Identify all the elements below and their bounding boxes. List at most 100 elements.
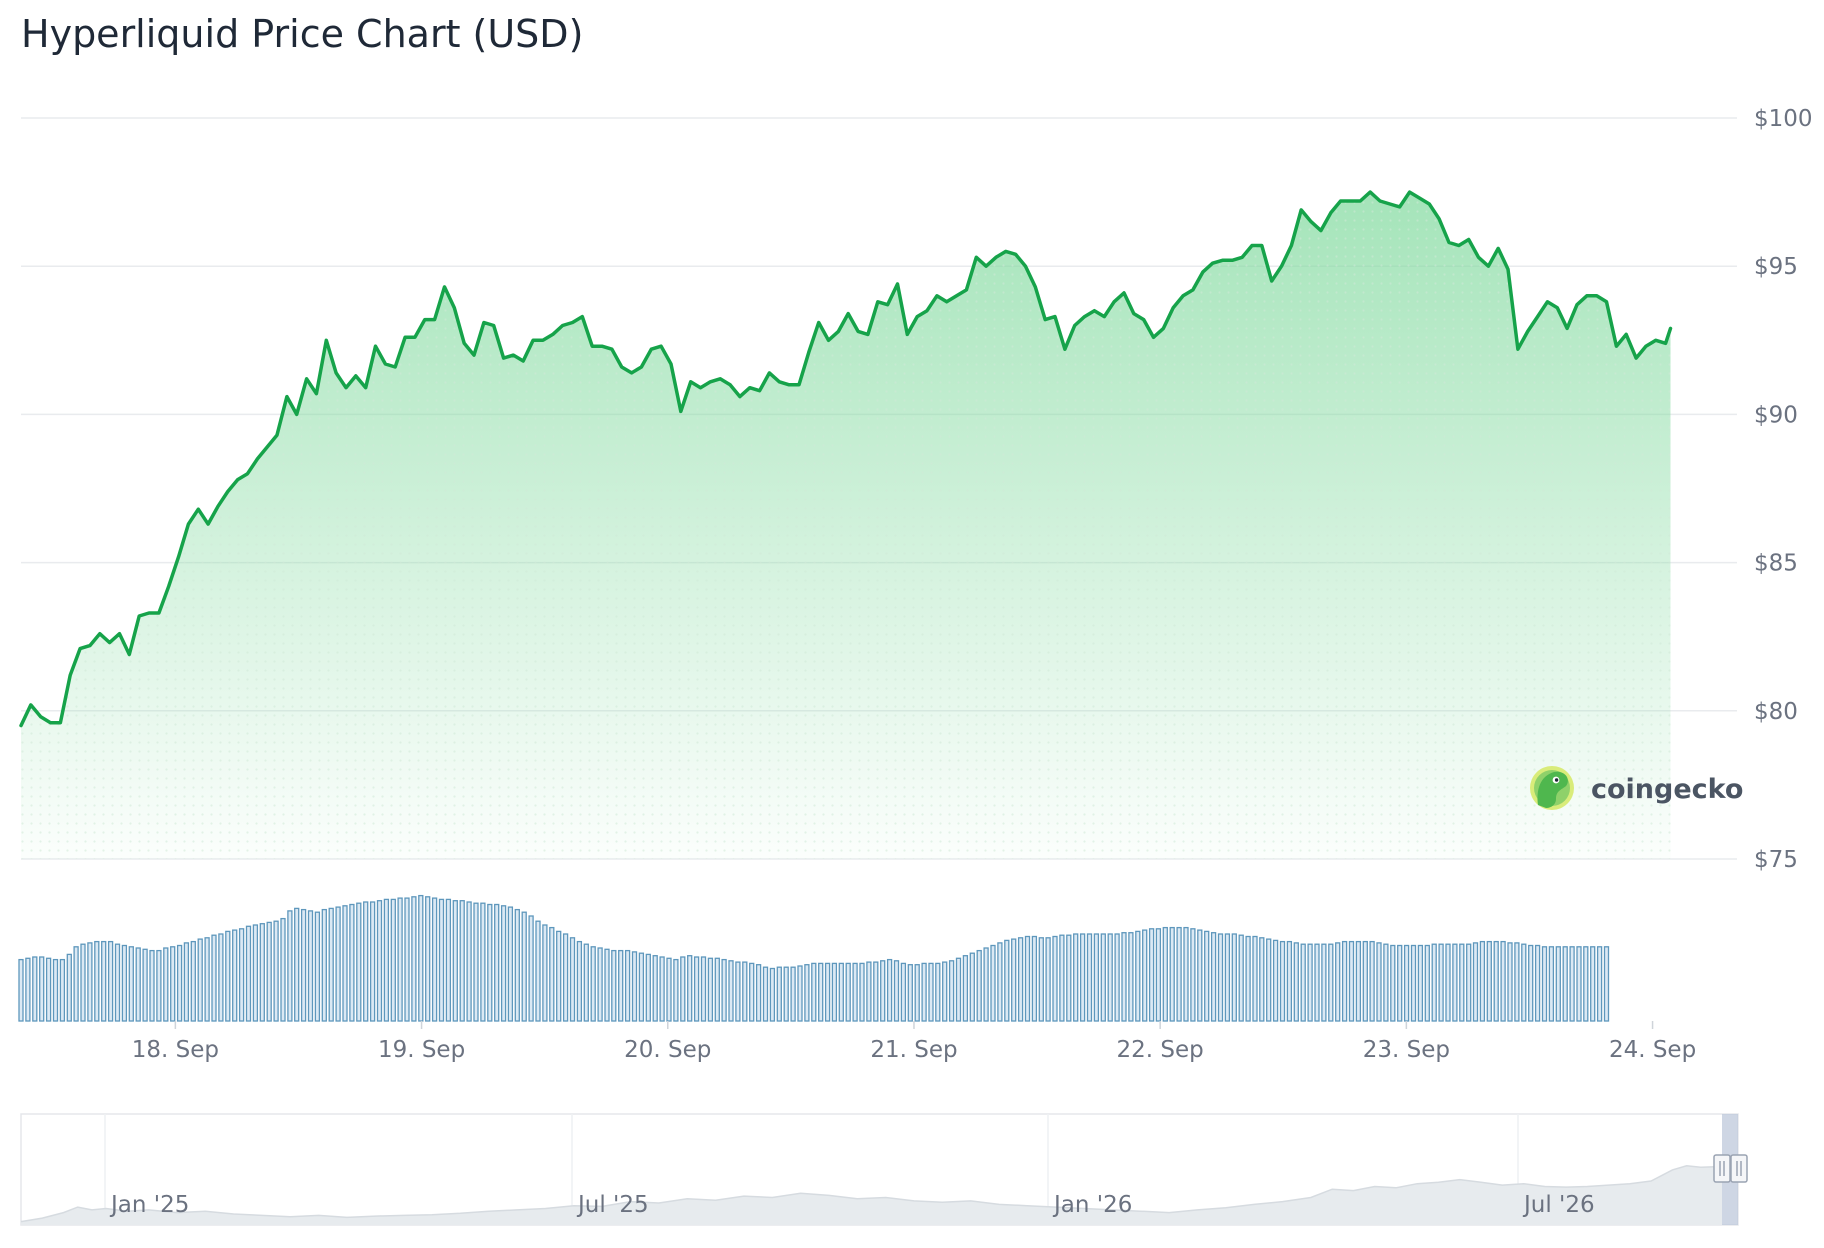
- volume-bar: [1335, 942, 1341, 1022]
- volume-bars: [18, 894, 1610, 1022]
- volume-bar: [1403, 944, 1410, 1022]
- volume-bar: [776, 966, 782, 1022]
- volume-bar: [314, 911, 321, 1022]
- volume-bar: [466, 901, 472, 1022]
- volume-bar: [1369, 940, 1375, 1022]
- volume-bar: [762, 966, 769, 1022]
- volume-bar: [183, 942, 190, 1022]
- navigator-tick-label: Jan '25: [109, 1192, 189, 1218]
- volume-bar: [728, 960, 734, 1022]
- chart-title: Hyperliquid Price Chart (USD): [21, 12, 583, 56]
- volume-bar: [1011, 938, 1017, 1022]
- volume-bar: [1341, 940, 1348, 1022]
- volume-bar: [1479, 940, 1486, 1022]
- volume-bar: [425, 896, 431, 1022]
- volume-bar: [1548, 946, 1555, 1022]
- navigator-tick-label: Jul '25: [576, 1192, 649, 1218]
- navigator-tick-label: Jan '26: [1052, 1192, 1132, 1218]
- volume-bar: [363, 901, 369, 1022]
- volume-bar: [190, 940, 196, 1022]
- volume-bar: [1142, 929, 1148, 1022]
- volume-bar: [390, 898, 396, 1022]
- volume-bar: [1383, 943, 1389, 1022]
- volume-bar: [838, 962, 844, 1022]
- volume-bar: [1459, 943, 1465, 1022]
- volume-bar: [335, 906, 341, 1022]
- volume-bar: [624, 949, 631, 1022]
- volume-bar: [680, 956, 686, 1022]
- volume-bar: [907, 964, 913, 1022]
- x-tick-label: 22. Sep: [1117, 1037, 1204, 1063]
- volume-bar: [604, 948, 610, 1022]
- volume-bar: [1073, 933, 1079, 1022]
- y-tick-label: $100: [1754, 106, 1813, 132]
- volume-bar: [1066, 934, 1072, 1022]
- volume-bar: [1562, 946, 1568, 1022]
- volume-bar: [273, 920, 279, 1022]
- volume-bar: [431, 897, 438, 1022]
- volume-bar: [797, 965, 803, 1022]
- volume-bar: [583, 943, 589, 1022]
- volume-bar: [576, 940, 583, 1022]
- volume-bar: [1466, 943, 1472, 1022]
- volume-bar: [528, 915, 534, 1022]
- volume-bar: [1348, 940, 1355, 1022]
- volume-bar: [1521, 943, 1527, 1022]
- volume-bar: [1452, 943, 1458, 1022]
- volume-bar: [618, 949, 624, 1022]
- volume-bar: [473, 902, 479, 1022]
- volume-bar: [1314, 943, 1320, 1022]
- volume-bar: [218, 933, 224, 1022]
- volume-bar: [1272, 939, 1279, 1022]
- volume-bar: [225, 930, 231, 1022]
- y-tick-label: $80: [1754, 699, 1798, 725]
- navigator-x-axis: Jan '25 Jul '25 Jan '26 Jul '26: [109, 1192, 1595, 1218]
- volume-bar: [1410, 944, 1417, 1022]
- volume-bar: [997, 942, 1003, 1022]
- volume-bar: [1086, 933, 1093, 1022]
- volume-bar: [1017, 937, 1024, 1022]
- volume-bar: [101, 940, 107, 1022]
- volume-bar: [700, 956, 707, 1022]
- volume-bar: [900, 962, 907, 1022]
- volume-bar: [1100, 933, 1106, 1022]
- volume-bar: [1576, 946, 1582, 1022]
- volume-bar: [804, 964, 810, 1022]
- volume-bar: [880, 960, 886, 1022]
- volume-bar: [438, 898, 445, 1022]
- volume-bar: [1397, 944, 1403, 1022]
- volume-bar: [321, 908, 327, 1022]
- volume-bar: [107, 940, 114, 1022]
- volume-bar: [121, 944, 128, 1022]
- range-navigator[interactable]: Jan '25 Jul '25 Jan '26 Jul '26: [20, 1113, 1748, 1226]
- volume-bar: [914, 964, 920, 1022]
- volume-bar: [383, 898, 390, 1022]
- volume-bar: [1300, 943, 1306, 1022]
- volume-bar: [1507, 942, 1513, 1022]
- volume-bar: [342, 905, 348, 1022]
- volume-bar: [1197, 929, 1203, 1022]
- volume-bar: [521, 911, 527, 1022]
- volume-bar: [1500, 940, 1506, 1022]
- navigator-handle[interactable]: [1713, 1154, 1748, 1183]
- volume-bar: [1472, 942, 1479, 1022]
- volume-bar: [1307, 943, 1313, 1022]
- volume-bar: [300, 908, 307, 1022]
- volume-bar: [721, 958, 727, 1022]
- volume-bar: [280, 917, 286, 1022]
- volume-bar: [1052, 935, 1058, 1022]
- volume-bar: [687, 955, 693, 1022]
- volume-bar: [494, 903, 500, 1022]
- volume-bar: [287, 910, 293, 1022]
- volume-bar: [1555, 946, 1561, 1022]
- volume-bar: [514, 908, 520, 1022]
- volume-bar: [935, 962, 941, 1022]
- volume-bar: [1293, 942, 1299, 1022]
- volume-bar: [755, 964, 762, 1022]
- volume-bar: [1245, 935, 1251, 1022]
- volume-bar: [142, 948, 148, 1022]
- volume-bar: [1114, 933, 1120, 1022]
- volume-bar: [859, 962, 865, 1022]
- volume-bar: [1204, 930, 1210, 1022]
- volume-bar: [1596, 946, 1603, 1022]
